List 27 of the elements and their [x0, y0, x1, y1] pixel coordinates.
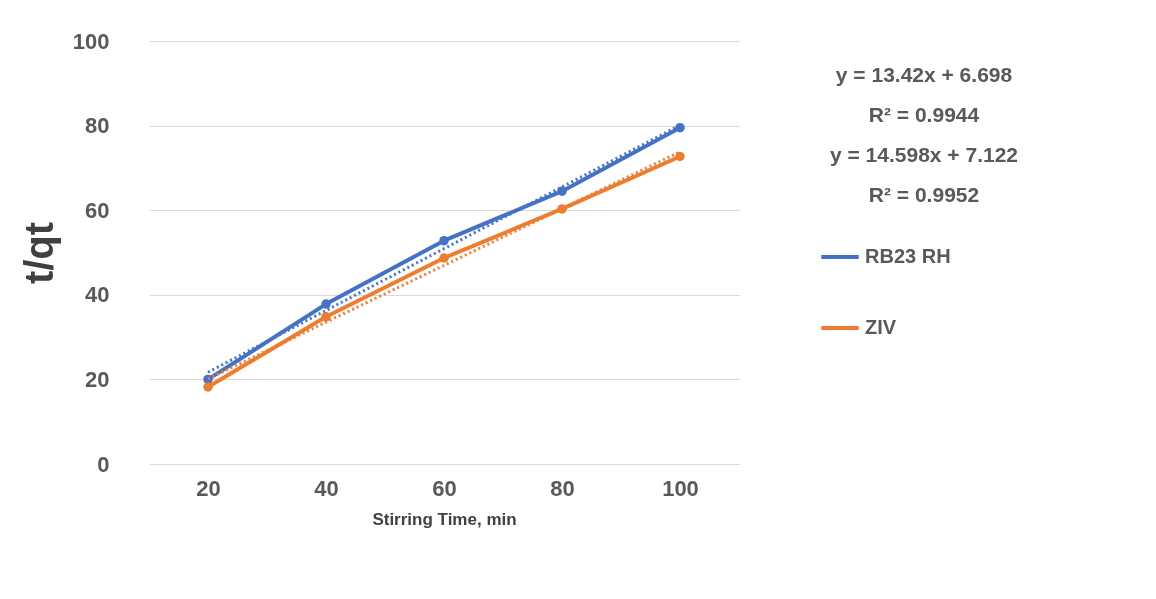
x-axis-title: Stirring Time, min: [372, 509, 517, 529]
legend-label: ZIV: [865, 316, 897, 338]
text: R² = 0.9952: [868, 183, 980, 206]
x-tick-label: 80: [550, 475, 575, 501]
y-tick-label: 40: [85, 282, 110, 308]
point: [203, 382, 213, 392]
point: [675, 151, 685, 162]
point: [675, 122, 685, 133]
text: y = 14.598x + 7.122: [829, 143, 1019, 166]
x-tick-label: 60: [432, 475, 457, 501]
y-tick-label: 0: [97, 451, 110, 477]
point: [439, 235, 449, 246]
y-tick-label: 100: [72, 28, 110, 54]
text: y = 13.42x + 6.698: [835, 63, 1013, 86]
point: [321, 312, 331, 322]
x-tick-label: 40: [314, 475, 339, 501]
y-tick-label: 80: [85, 113, 110, 139]
legend-label: RB23 RH: [865, 245, 951, 267]
point: [321, 299, 331, 309]
point: [557, 186, 567, 196]
y-tick-label: 60: [85, 197, 110, 223]
point: [439, 253, 449, 263]
x-tick-label: 20: [196, 475, 221, 501]
x-tick-label: 100: [662, 475, 699, 501]
y-tick-label: 20: [85, 366, 110, 392]
text: R² = 0.9944: [868, 103, 980, 126]
y-axis-title: t/qt: [16, 221, 61, 285]
